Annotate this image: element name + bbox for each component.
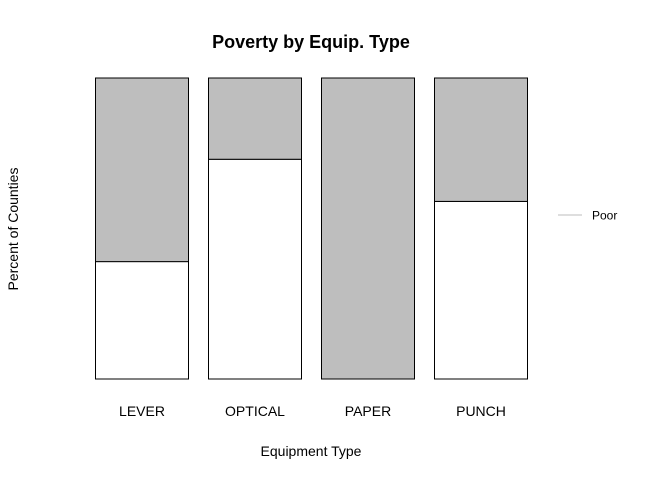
bar-segment-optical-poor [208,77,302,160]
bar-segment-punch-poor [434,77,528,202]
x-axis-label: Equipment Type [261,443,362,459]
x-tick-labels: LEVER OPTICAL PAPER PUNCH [119,403,506,419]
bar-segment-paper-poor [321,77,415,380]
y-axis-label: Percent of Counties [5,168,21,291]
chart-title: Poverty by Equip. Type [212,32,410,52]
bar-segment-punch-base [434,200,528,380]
legend: Poor [558,209,617,223]
x-tick-label-lever: LEVER [119,403,165,419]
bar-segment-optical-base [208,158,302,380]
x-tick-label-punch: PUNCH [456,403,506,419]
x-tick-label-optical: OPTICAL [225,403,285,419]
bar-segment-lever-poor [95,77,189,263]
x-tick-label-paper: PAPER [345,403,391,419]
bar-segment-lever-base [95,261,189,380]
legend-label-poor: Poor [592,209,617,223]
bars-group [95,77,528,380]
